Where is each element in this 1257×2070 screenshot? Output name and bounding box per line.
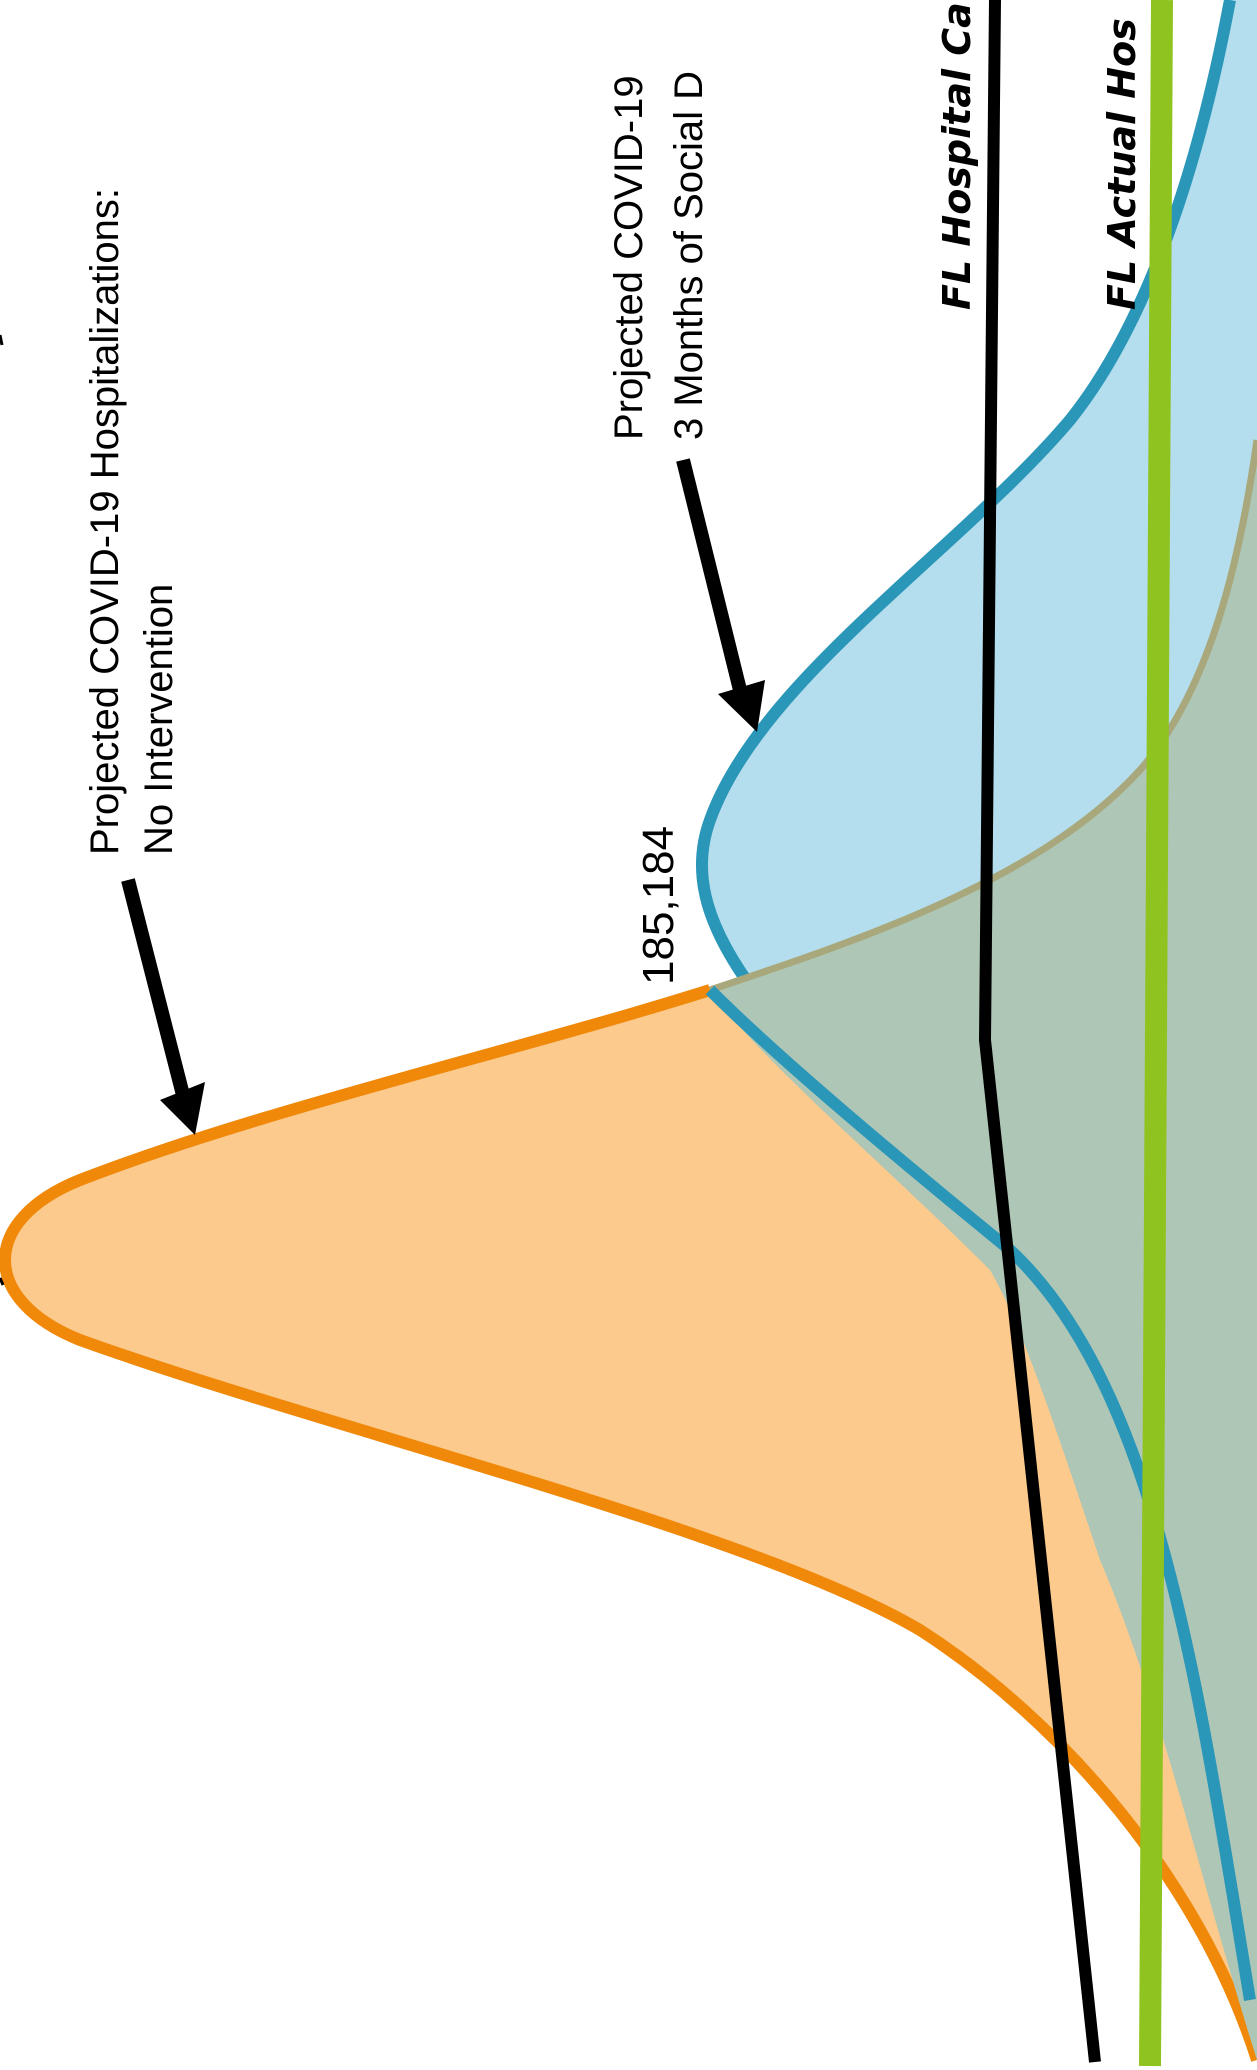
social-distancing-label-line1: Projected COVID-19 <box>607 75 651 440</box>
no-intervention-line <box>0 984 1257 2062</box>
social-distancing-arrow <box>676 458 765 732</box>
no-intervention-arrow <box>121 878 205 1135</box>
left-edge-mark-mid <box>0 1277 5 1286</box>
hospital-capacity-line <box>978 0 1101 2063</box>
left-edge-mark-top <box>0 334 4 346</box>
overlap-area <box>710 440 1257 2060</box>
no-intervention-label-line2: No Intervention <box>137 584 181 855</box>
overlap-upper-edge <box>708 439 1257 994</box>
capacity-label: FL Hospital Ca <box>935 2 979 310</box>
actual-hospitalizations-line <box>1139 0 1173 2067</box>
peak-value-label: 185,184 <box>634 826 683 985</box>
social-distancing-line-lower <box>705 985 1256 2001</box>
social-distancing-label-line2: 3 Months of Social D <box>667 71 711 440</box>
no-intervention-area <box>5 990 1257 2060</box>
actual-label: FL Actual Hos <box>1100 18 1144 310</box>
no-intervention-label-line1: Projected COVID-19 Hospitalizations: <box>83 188 127 855</box>
